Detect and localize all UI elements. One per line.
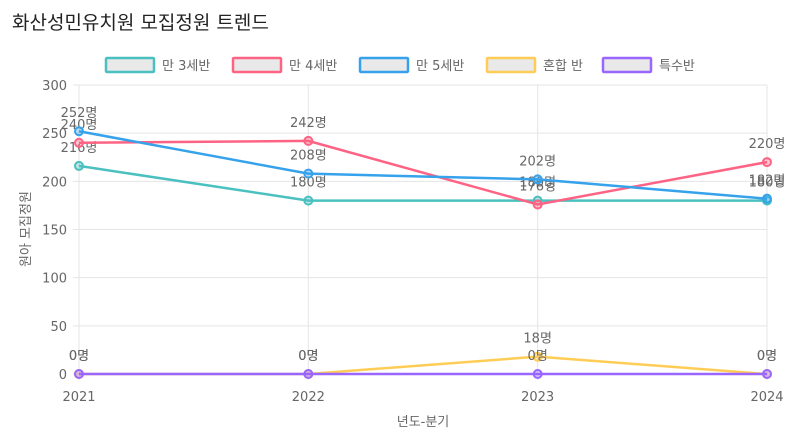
y-tick-label: 200 (42, 175, 67, 190)
data-point[interactable] (532, 199, 543, 210)
data-label: 216명 (61, 141, 98, 156)
legend-swatch (601, 56, 653, 74)
data-point[interactable] (74, 369, 84, 379)
x-axis-label: 년도-분기 (397, 415, 450, 430)
data-point[interactable] (762, 369, 772, 379)
y-tick-label: 250 (42, 127, 67, 142)
legend-item[interactable]: 만 5세반 (358, 56, 464, 74)
legend-label: 혼합 반 (543, 59, 583, 74)
y-axis: 0 50 100 150 200 250 300 (42, 79, 67, 383)
y-axis-label: 원아 모집정원 (19, 191, 34, 267)
data-label: 220명 (749, 137, 786, 152)
data-label: 0명 (757, 349, 777, 364)
data-label: 0명 (69, 349, 89, 364)
data-label: 242명 (290, 116, 327, 131)
data-label: 202명 (519, 154, 556, 169)
legend-label: 만 3세반 (162, 59, 210, 74)
data-label: 182명 (749, 174, 786, 189)
series-line (78, 130, 768, 200)
legend-swatch (104, 56, 156, 74)
data-point[interactable] (532, 369, 543, 379)
data-label: 0명 (298, 349, 318, 364)
legend-item[interactable]: 특수반 (601, 56, 695, 74)
x-tick-label: 2022 (292, 390, 325, 405)
data-label: 176명 (519, 179, 556, 194)
legend-swatch (485, 56, 537, 74)
page-title: 화산성민유치원 모집정원 트렌드 (12, 12, 269, 34)
data-point[interactable] (303, 135, 314, 146)
data-label: 208명 (290, 149, 327, 164)
legend-item[interactable]: 혼합 반 (485, 56, 583, 74)
data-label: 180명 (749, 176, 786, 191)
series-group: 0명 0명 18명 0명 (69, 332, 777, 379)
data-label: 18명 (523, 332, 552, 347)
series-group: 252명 208명 202명 182명 (61, 106, 786, 204)
chart-legend[interactable]: 만 3세반 만 4세반 만 5세반 혼합 반 특수반 (104, 56, 695, 74)
legend-swatch (358, 56, 410, 74)
x-tick-label: 2024 (750, 390, 783, 405)
y-tick-label: 50 (50, 320, 67, 335)
legend-label: 만 5세반 (416, 59, 464, 74)
data-point[interactable] (74, 160, 84, 171)
legend-item[interactable]: 만 4세반 (231, 56, 337, 74)
x-tick-label: 2023 (521, 390, 554, 405)
series-line (78, 164, 767, 202)
series-group: 0명 0명 0명 0명 (69, 349, 777, 379)
data-label: 0명 (757, 349, 777, 364)
series-group: 240명 242명 176명 220명 (61, 116, 786, 210)
data-point[interactable] (762, 193, 772, 204)
series-line (79, 355, 768, 376)
legend-item[interactable]: 만 3세반 (104, 56, 210, 74)
series-line (78, 139, 768, 206)
data-point[interactable] (303, 168, 314, 179)
data-label: 0명 (298, 349, 318, 364)
legend-label: 특수반 (659, 59, 695, 74)
data-point[interactable] (532, 174, 543, 185)
data-point[interactable] (303, 369, 314, 379)
data-label: 0명 (528, 349, 548, 364)
data-point[interactable] (303, 195, 314, 206)
legend-swatch (231, 56, 283, 74)
data-label: 252명 (61, 106, 98, 121)
y-tick-label: 100 (42, 272, 67, 287)
legend-label: 만 4세반 (289, 59, 337, 74)
y-tick-label: 150 (42, 224, 67, 239)
data-point[interactable] (532, 351, 543, 362)
x-tick-label: 2021 (62, 390, 95, 405)
data-label: 180명 (290, 176, 327, 191)
data-point[interactable] (74, 126, 84, 137)
y-tick-label: 300 (42, 79, 67, 94)
x-axis: 2021 2022 2023 2024 (62, 390, 783, 405)
chart-grid (73, 84, 768, 380)
y-tick-label: 0 (59, 368, 67, 383)
data-label: 0명 (69, 349, 89, 364)
data-label: 240명 (61, 118, 98, 133)
data-point[interactable] (74, 137, 84, 148)
data-point[interactable] (762, 157, 772, 168)
